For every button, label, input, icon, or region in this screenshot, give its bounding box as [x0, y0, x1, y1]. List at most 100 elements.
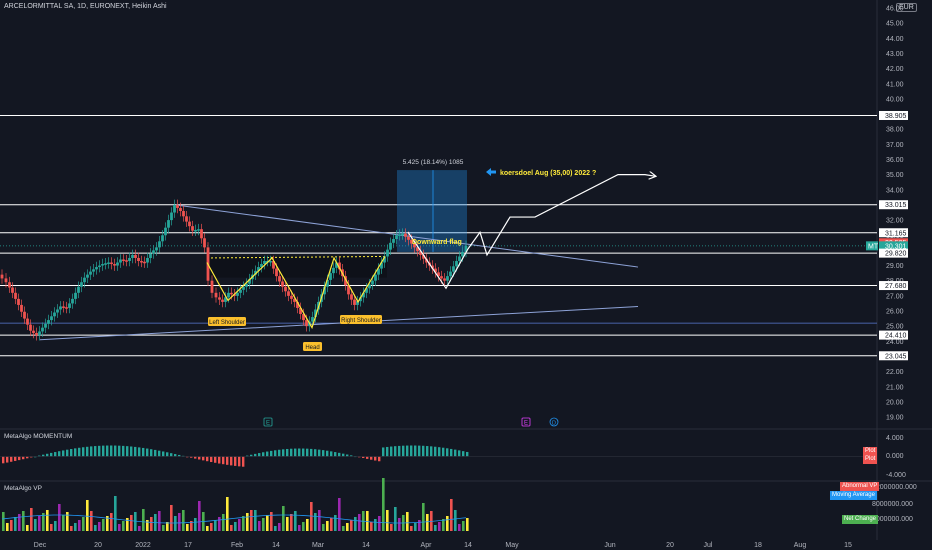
momentum-bar: [162, 451, 165, 457]
volume-bar: [306, 519, 309, 531]
volume-bar: [434, 525, 437, 531]
momentum-bar: [406, 445, 409, 457]
candle-body: [284, 286, 287, 292]
volume-bar: [378, 516, 381, 531]
candle-body: [23, 311, 26, 319]
price-tick: 44.00: [886, 36, 904, 43]
horizontal-levels: [0, 114, 877, 357]
momentum-bar: [210, 456, 213, 463]
volume-bar: [342, 526, 345, 531]
dividend-marker[interactable]: D: [549, 417, 559, 427]
momentum-bar: [190, 456, 193, 458]
symbol-title[interactable]: ARCELORMITTAL SA, 1D, EURONEXT, Heikin A…: [4, 3, 167, 10]
momentum-bar: [430, 446, 433, 457]
earnings-marker-2[interactable]: E: [521, 417, 531, 427]
svg-text:E: E: [266, 421, 270, 427]
momentum-bar: [146, 448, 149, 457]
time-tick: 14: [362, 542, 370, 549]
volume-bar: [62, 515, 65, 531]
candle-body: [38, 331, 41, 336]
volume-bar: [326, 521, 329, 531]
price-tag-label: 27.680: [885, 283, 907, 290]
volume-bar: [78, 520, 81, 531]
candle-body: [26, 318, 29, 325]
momentum-bar: [242, 456, 245, 467]
momentum-tick: 0.000: [886, 453, 904, 460]
candle-body: [407, 236, 410, 240]
candle-body: [236, 292, 239, 296]
volume-bar: [206, 526, 209, 531]
candle-body: [302, 314, 305, 321]
candle-body: [14, 292, 17, 299]
momentum-bar: [14, 456, 17, 461]
momentum-bar: [54, 452, 57, 457]
flag-label[interactable]: Downward flag: [412, 239, 462, 246]
volume-bar: [42, 513, 45, 531]
momentum-bar: [102, 445, 105, 457]
time-tick: May: [505, 542, 519, 549]
candle-body: [395, 235, 398, 240]
volume-bar: [354, 517, 357, 531]
volume-bar: [398, 518, 401, 531]
target-note[interactable]: koersdoel Aug (35,00) 2022 ?: [486, 168, 596, 177]
volume-bar: [158, 511, 161, 531]
momentum-bar: [246, 455, 249, 457]
momentum-bar: [130, 446, 133, 457]
momentum-bar: [22, 456, 25, 460]
time-tick: 2022: [135, 542, 151, 549]
volume-bar: [330, 518, 333, 531]
svg-text:E: E: [524, 421, 528, 427]
time-tick: 18: [754, 542, 762, 549]
volume-bar: [262, 518, 265, 531]
volume-bar: [22, 511, 25, 531]
time-axis[interactable]: Dec 20 2022 17 Feb 14 Mar 14 Apr 14 May Jun 20 Jul 18 A…: [34, 542, 852, 549]
volume-bar: [82, 517, 85, 531]
candle-body: [152, 250, 155, 254]
volume-bar: [26, 525, 29, 531]
momentum-title[interactable]: MetaAlgo MOMENTUM: [4, 433, 73, 440]
momentum-bar: [78, 447, 81, 457]
left-shoulder-tag[interactable]: Left Shoulder: [208, 317, 246, 326]
volume-bar: [274, 526, 277, 531]
volume-bar: [126, 518, 129, 531]
volume-bar: [278, 523, 281, 531]
trendlines: [39, 204, 639, 341]
momentum-bar: [202, 456, 205, 461]
momentum-bar: [178, 454, 181, 457]
time-tick: Aug: [794, 542, 807, 549]
momentum-bar: [374, 456, 377, 461]
volume-bar: [338, 498, 341, 531]
candle-body: [422, 254, 425, 259]
momentum-bar: [70, 449, 73, 457]
right-shoulder-tag[interactable]: Right Shoulder: [340, 315, 382, 324]
price-tag-bg: [879, 330, 908, 340]
candle-body: [296, 301, 299, 308]
candle-body: [122, 259, 125, 261]
candle-body: [290, 295, 293, 299]
earnings-marker-1[interactable]: E: [263, 417, 273, 427]
candle-body: [335, 262, 338, 268]
momentum-plot-chip-2: Plot: [863, 455, 878, 464]
candle-body: [44, 323, 47, 328]
volume-bar: [198, 501, 201, 531]
candle-body: [440, 276, 443, 279]
candle-body: [214, 292, 218, 298]
price-tag-bg: [879, 110, 908, 120]
momentum-histogram: 4.000 0.000 -4.000: [0, 435, 906, 479]
volume-bar: [322, 524, 325, 531]
head-tag[interactable]: Head: [303, 342, 322, 351]
momentum-bar: [302, 448, 305, 457]
vp-title[interactable]: MetaAlgo VP: [4, 485, 42, 492]
momentum-bar: [394, 446, 397, 457]
momentum-bar: [386, 446, 389, 457]
price-tick: 40.00: [886, 96, 904, 103]
projection-path: [467, 175, 655, 257]
momentum-bar: [410, 445, 413, 457]
candle-body: [227, 292, 230, 298]
volume-bar: [282, 506, 285, 531]
currency-badge[interactable]: EUR: [896, 3, 917, 12]
volume-bar: [294, 511, 297, 531]
volume-bar: [162, 525, 165, 531]
price-tick: 46.00: [886, 6, 904, 13]
